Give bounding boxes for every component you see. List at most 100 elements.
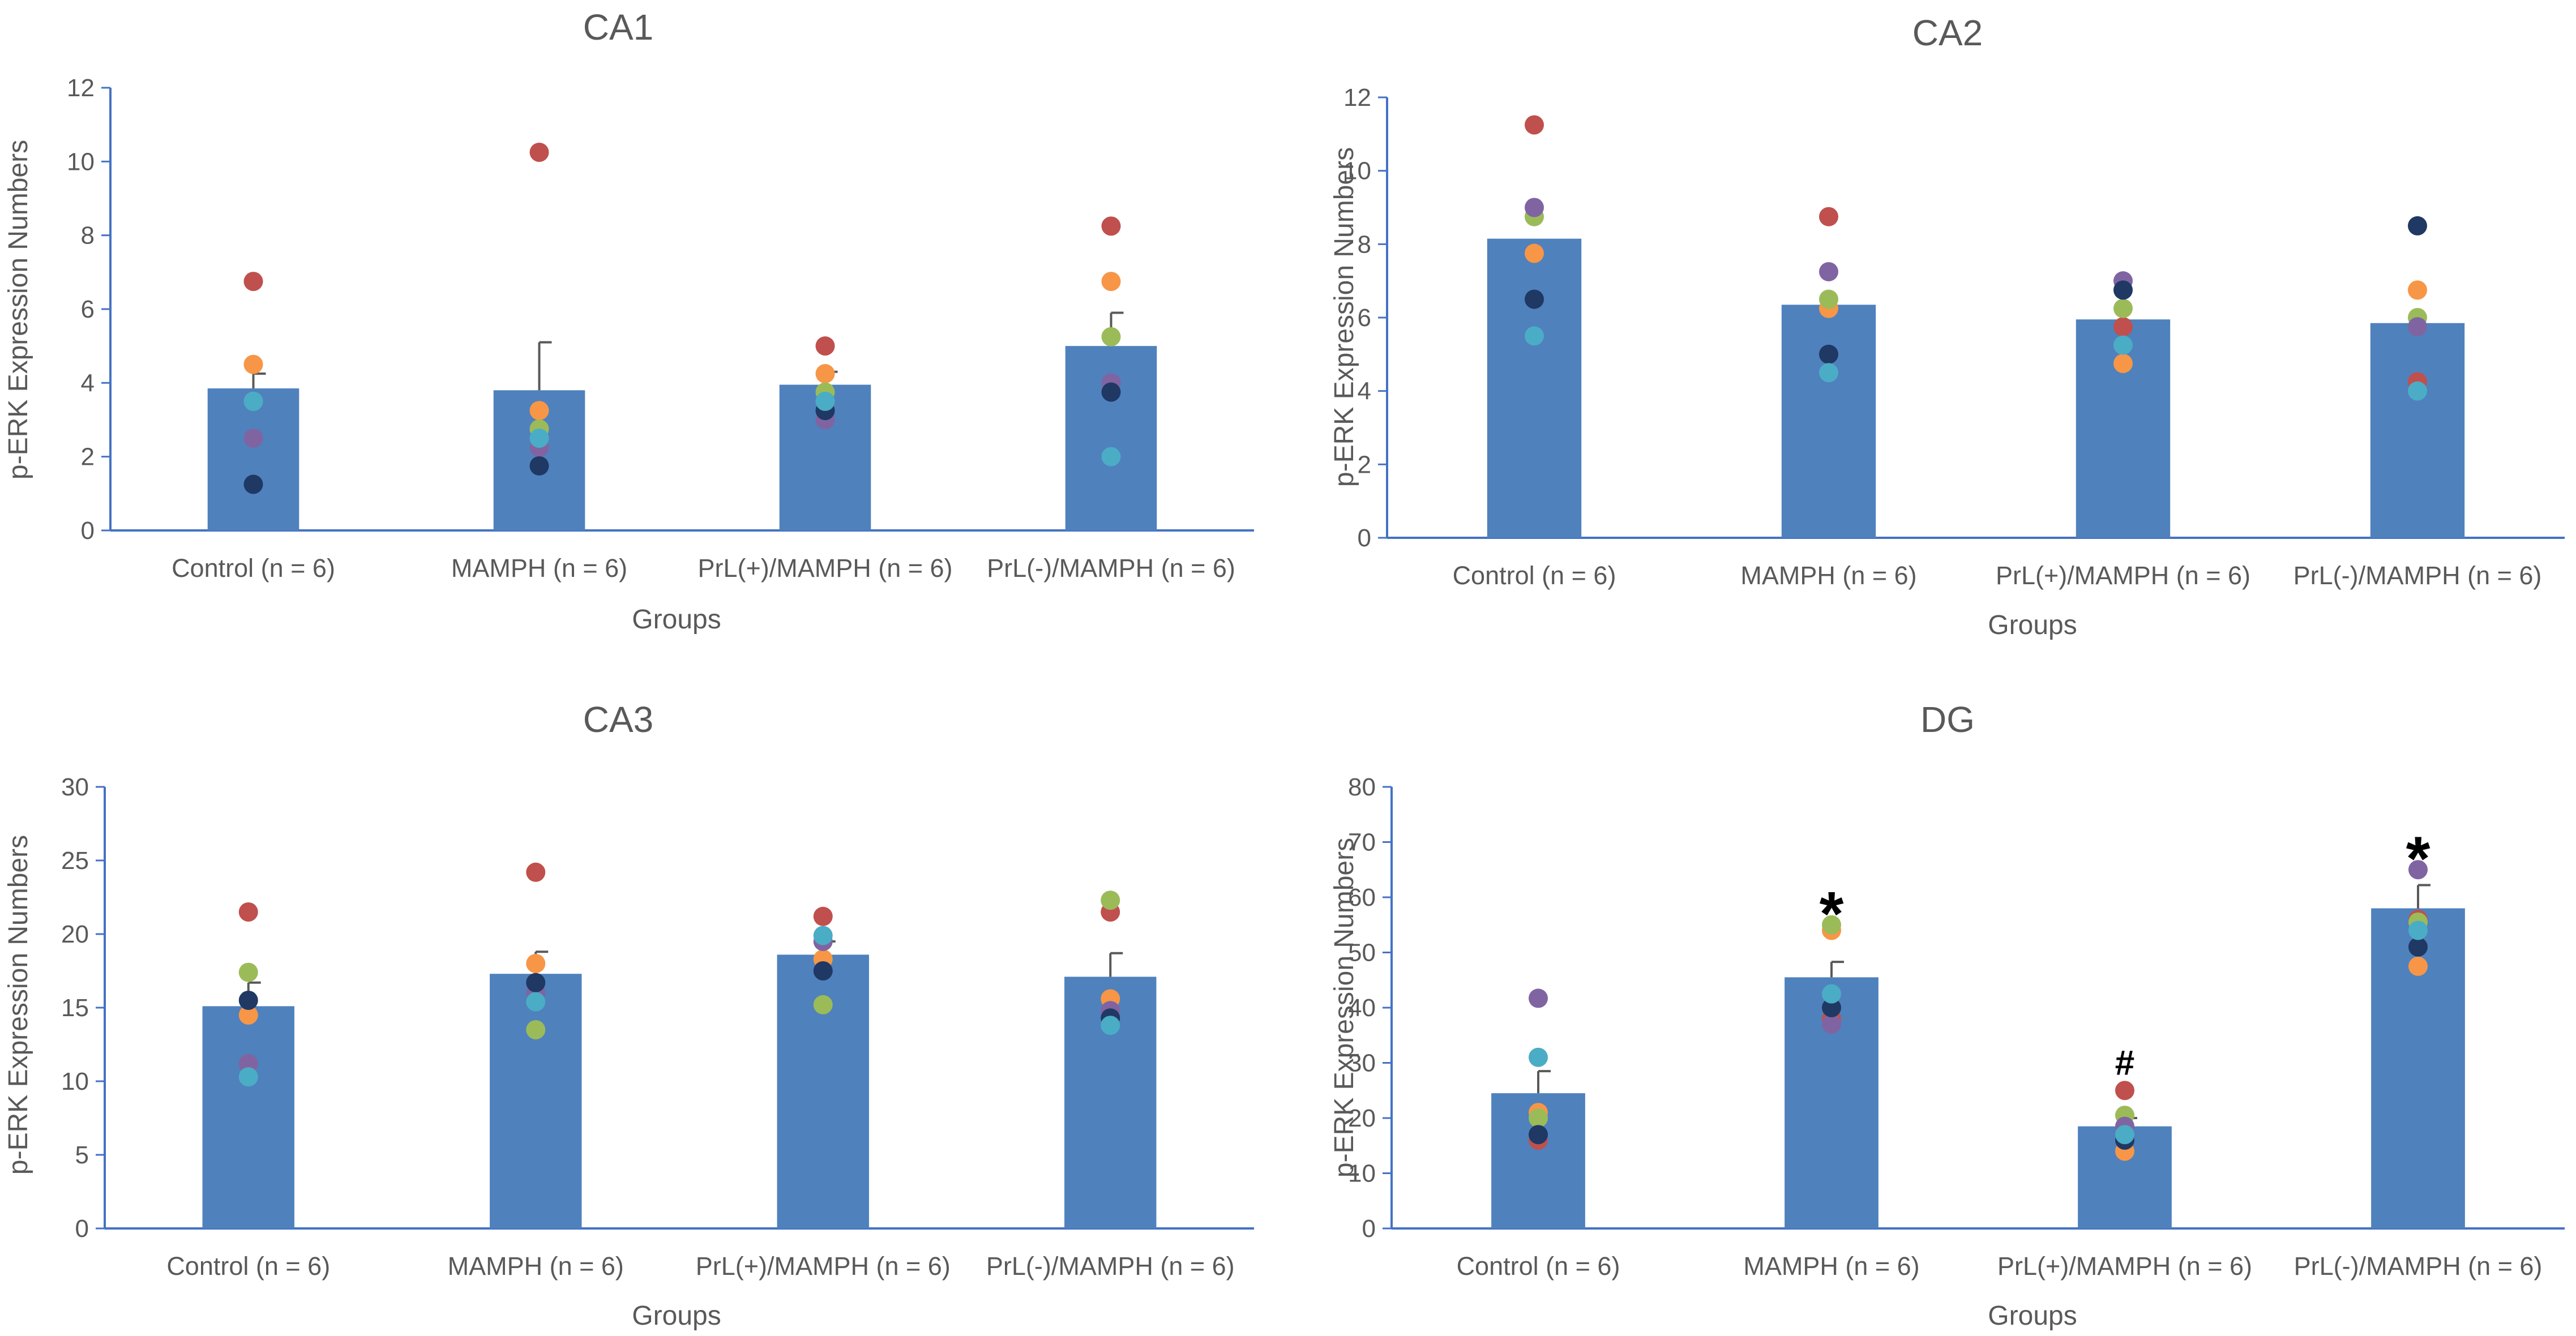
data-point bbox=[529, 401, 549, 421]
data-point bbox=[1525, 326, 1544, 346]
y-tick-label: 2 bbox=[81, 443, 95, 471]
data-point bbox=[243, 354, 263, 374]
data-point bbox=[2115, 1081, 2134, 1101]
data-point bbox=[243, 391, 263, 411]
x-tick-label: PrL(+)/MAMPH (n = 6) bbox=[1996, 561, 2250, 590]
data-point bbox=[1101, 272, 1121, 292]
data-point bbox=[815, 391, 835, 411]
data-point bbox=[238, 1054, 258, 1073]
bar bbox=[1781, 305, 1876, 538]
data-point bbox=[1101, 447, 1121, 466]
data-point bbox=[815, 364, 835, 384]
data-point bbox=[1529, 1108, 1548, 1128]
y-tick-label: 30 bbox=[61, 773, 89, 801]
y-tick-label: 60 bbox=[1348, 884, 1376, 911]
y-tick-label: 80 bbox=[1348, 773, 1376, 801]
y-axis-label: p-ERK Expression Numbers bbox=[3, 140, 33, 479]
y-tick-label: 2 bbox=[1358, 451, 1371, 478]
y-tick-label: 8 bbox=[1358, 230, 1371, 258]
bar bbox=[490, 974, 582, 1228]
x-tick-label: MAMPH (n = 6) bbox=[448, 1252, 624, 1281]
data-point bbox=[1822, 915, 1841, 935]
significance-marker: * bbox=[2406, 824, 2430, 893]
panel-dg: DG Groups p-ERK Expression Numbers 0 10 20… bbox=[1329, 699, 2565, 1331]
y-axis-label: p-ERK Expression Numbers bbox=[3, 835, 33, 1175]
data-point bbox=[813, 961, 833, 980]
y-tick-label: 10 bbox=[1348, 1160, 1376, 1188]
data-point bbox=[1529, 1047, 1548, 1067]
data-point bbox=[243, 474, 263, 494]
x-axis-label: Groups bbox=[632, 1301, 721, 1331]
data-point bbox=[813, 995, 833, 1014]
x-tick-label: PrL(+)/MAMPH (n = 6) bbox=[1997, 1252, 2252, 1281]
y-tick-label: 25 bbox=[61, 847, 89, 875]
x-tick-label: Control (n = 6) bbox=[166, 1252, 330, 1281]
bar bbox=[202, 1006, 294, 1228]
data-point bbox=[2408, 381, 2427, 401]
x-tick-label: MAMPH (n = 6) bbox=[451, 554, 627, 583]
chart-title: DG bbox=[1920, 699, 1975, 740]
plot-area: 0 10 20 30 40 50 60 70 80 Control (n = 6) * MAMPH (… bbox=[1348, 773, 2565, 1281]
data-point bbox=[2113, 354, 2133, 374]
data-point bbox=[1525, 115, 1544, 135]
x-axis-label: Groups bbox=[632, 605, 721, 635]
y-tick-label: 12 bbox=[67, 74, 95, 102]
data-point bbox=[238, 991, 258, 1010]
data-point bbox=[238, 1005, 258, 1025]
y-tick-label: 20 bbox=[1348, 1104, 1376, 1132]
data-point bbox=[1525, 289, 1544, 309]
data-point bbox=[529, 143, 549, 162]
y-tick-label: 10 bbox=[1343, 157, 1371, 185]
plot-area: 0 2 4 6 8 10 12 Control (n = 6) MAMPH (n = 6) PrL… bbox=[67, 74, 1254, 583]
panel-ca3: CA3 Groups p-ERK Expression Numbers 0 5 10… bbox=[3, 699, 1254, 1331]
significance-marker: * bbox=[1820, 879, 1844, 949]
data-point bbox=[1822, 1014, 1841, 1034]
y-tick-label: 4 bbox=[81, 369, 95, 397]
x-tick-label: MAMPH (n = 6) bbox=[1740, 561, 1916, 590]
data-point bbox=[1819, 207, 1838, 226]
chart-title: CA3 bbox=[583, 699, 654, 740]
data-point bbox=[529, 429, 549, 448]
bar bbox=[1487, 238, 1582, 538]
data-point bbox=[2113, 298, 2133, 318]
data-point bbox=[1822, 984, 1841, 1004]
x-tick-label: PrL(+)/MAMPH (n = 6) bbox=[696, 1252, 951, 1281]
data-point bbox=[238, 962, 258, 982]
data-point bbox=[238, 902, 258, 922]
y-tick-label: 4 bbox=[1358, 378, 1371, 405]
data-point bbox=[2408, 937, 2428, 957]
y-tick-label: 5 bbox=[75, 1141, 89, 1169]
x-tick-label: PrL(+)/MAMPH (n = 6) bbox=[698, 554, 952, 583]
x-tick-label: Control (n = 6) bbox=[172, 554, 335, 583]
y-tick-label: 0 bbox=[1362, 1215, 1376, 1243]
data-point bbox=[526, 954, 546, 973]
data-point bbox=[1101, 382, 1121, 402]
y-tick-label: 0 bbox=[81, 517, 95, 545]
data-point bbox=[2408, 920, 2428, 940]
data-point bbox=[2113, 317, 2133, 337]
x-tick-label: PrL(-)/MAMPH (n = 6) bbox=[986, 1252, 1235, 1281]
data-point bbox=[1819, 289, 1838, 309]
y-tick-label: 0 bbox=[75, 1215, 89, 1243]
y-tick-label: 40 bbox=[1348, 994, 1376, 1022]
x-tick-label: Control (n = 6) bbox=[1453, 561, 1616, 590]
chart-title: CA2 bbox=[1912, 12, 1983, 53]
data-point bbox=[2115, 1125, 2134, 1145]
data-point bbox=[2408, 317, 2427, 337]
bar bbox=[2370, 323, 2465, 538]
data-point bbox=[2408, 216, 2427, 235]
data-point bbox=[526, 973, 546, 992]
x-tick-label: PrL(-)/MAMPH (n = 6) bbox=[2294, 1252, 2543, 1281]
y-tick-label: 6 bbox=[81, 296, 95, 323]
data-point bbox=[1525, 243, 1544, 263]
panel-ca2: CA2 Groups p-ERK Expression Numbers 0 2 4 6… bbox=[1329, 12, 2565, 640]
y-tick-label: 10 bbox=[61, 1068, 89, 1095]
x-axis-label: Groups bbox=[1988, 610, 2077, 640]
plot-area: 0 5 10 15 20 25 30 Control (n = 6) MAMPH (n = 6)… bbox=[61, 773, 1254, 1281]
data-point bbox=[1101, 327, 1121, 346]
x-tick-label: PrL(-)/MAMPH (n = 6) bbox=[987, 554, 1235, 583]
significance-marker: # bbox=[2115, 1043, 2134, 1082]
data-point bbox=[2408, 956, 2428, 976]
